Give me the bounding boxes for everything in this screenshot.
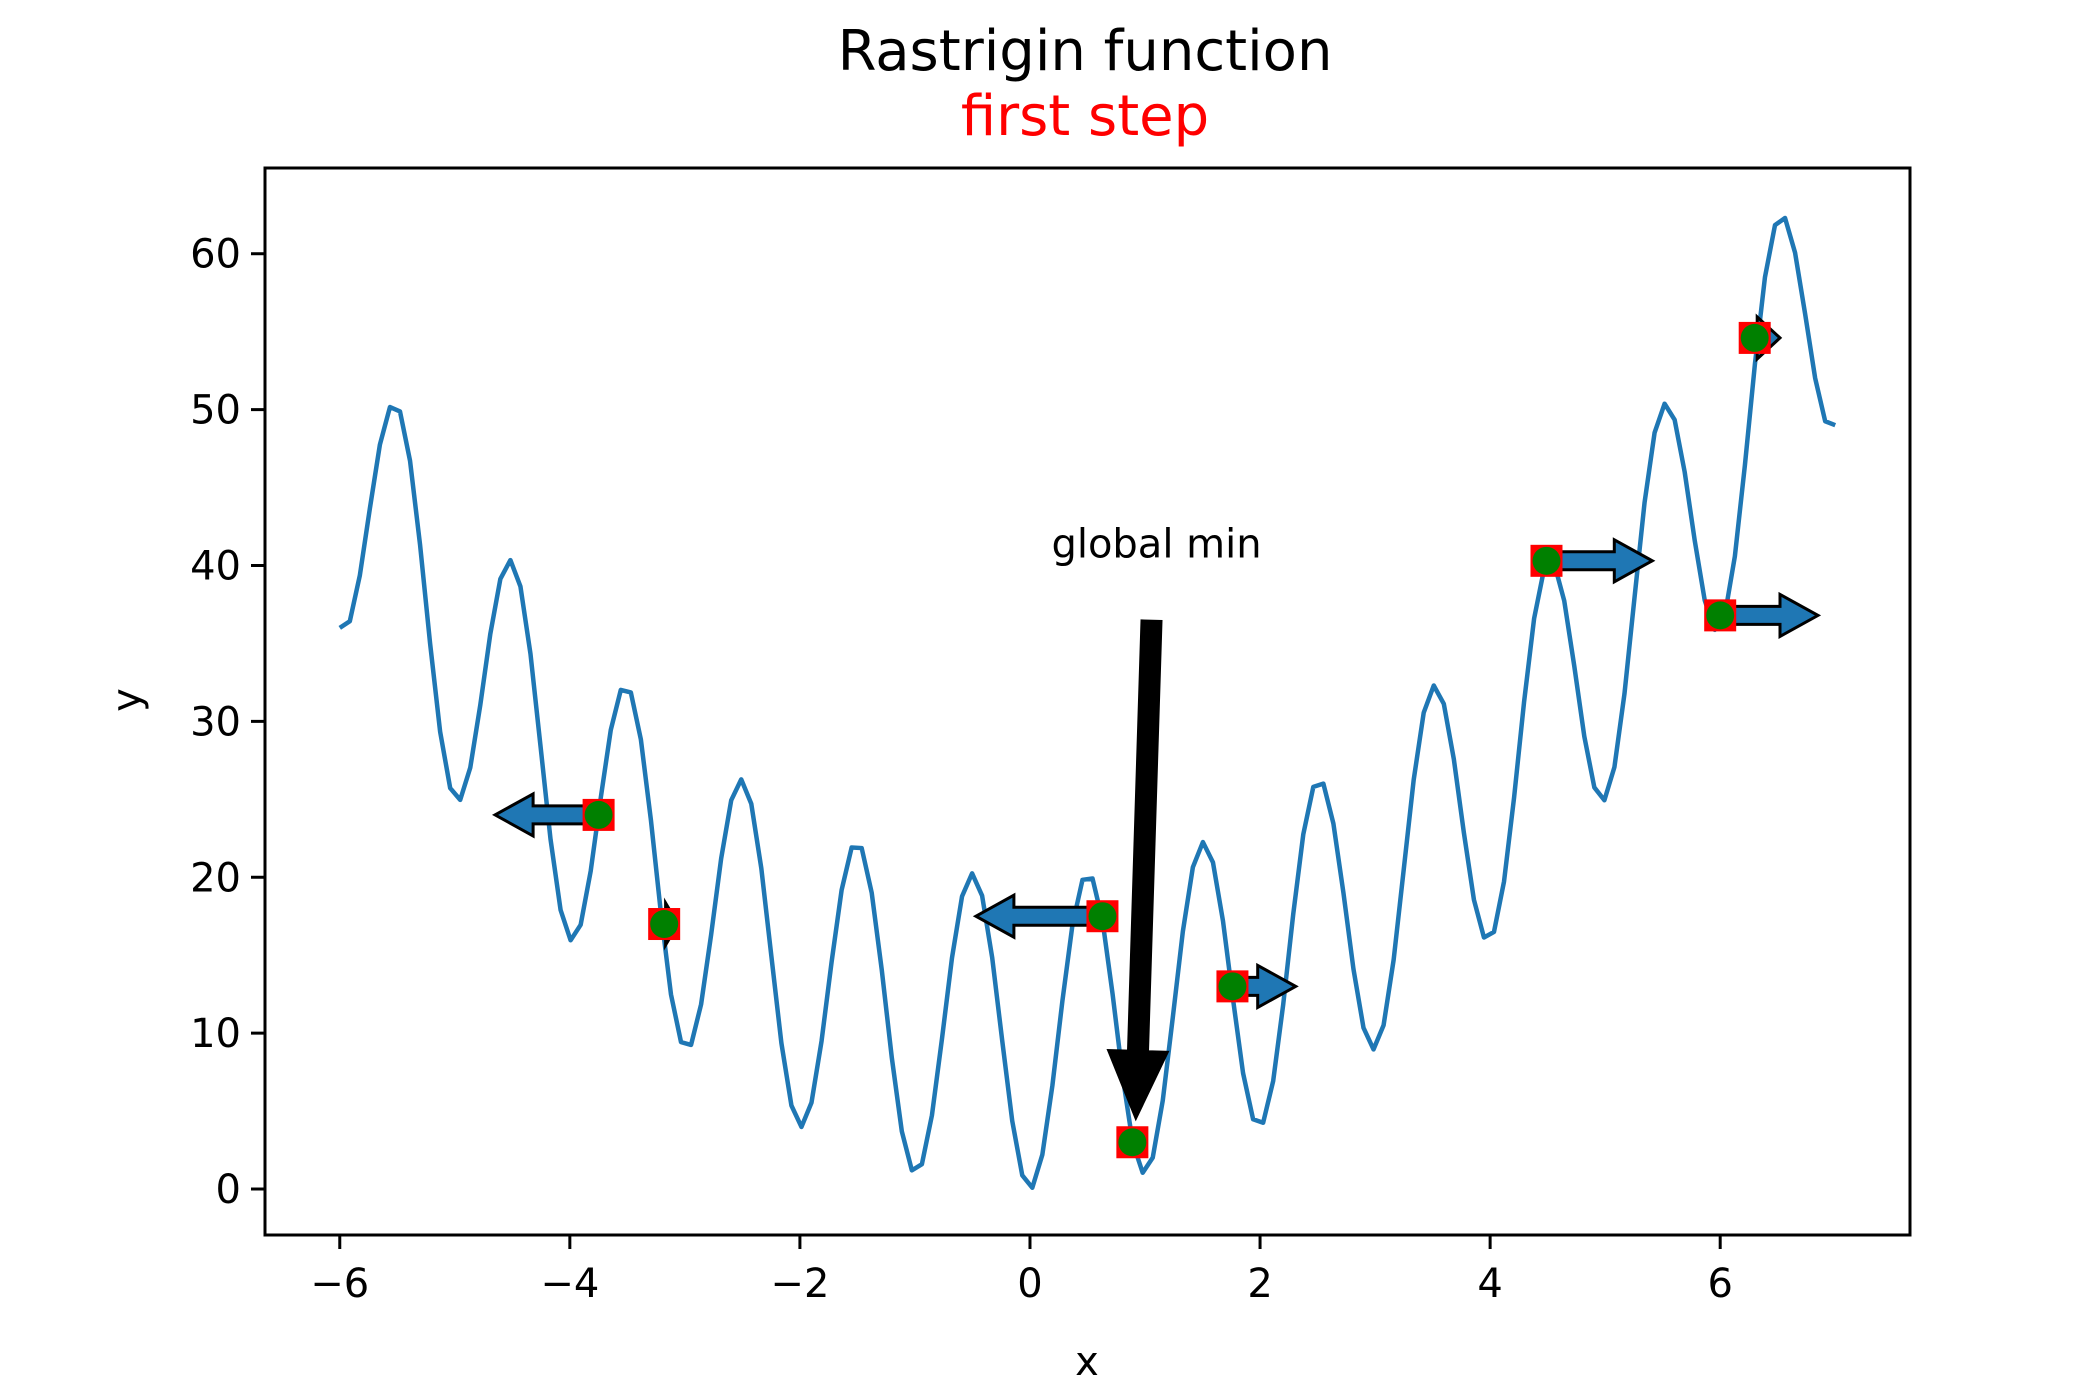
- step-arrow-2: [972, 892, 1104, 940]
- point-dot-6: [1706, 601, 1735, 630]
- point-dot-1: [650, 910, 679, 939]
- plot-frame: [263, 166, 1912, 1237]
- chart-subtitle: first step: [961, 84, 1209, 149]
- x-tick-label: 4: [1477, 1261, 1502, 1307]
- x-tick-label: 6: [1707, 1261, 1732, 1307]
- y-tick-label: 60: [190, 232, 241, 278]
- point-dot-4: [1218, 972, 1247, 1001]
- x-ticks: −6 −4 −2 0 2 4 6: [310, 1235, 1733, 1307]
- annotation-layer: global min: [1051, 522, 1262, 1122]
- rastrigin-line: [338, 215, 1837, 1191]
- x-axis-label: x: [1075, 1339, 1099, 1385]
- y-tick-label: 40: [190, 543, 241, 589]
- x-tick-label: −4: [540, 1261, 599, 1307]
- y-tick-label: 0: [216, 1167, 241, 1213]
- x-tick-label: −2: [770, 1261, 829, 1307]
- point-dot-5: [1532, 546, 1561, 575]
- y-tick-label: 10: [190, 1011, 241, 1057]
- y-tick-label: 50: [190, 388, 241, 434]
- x-tick-label: 2: [1247, 1261, 1272, 1307]
- points-layer: [582, 321, 1771, 1159]
- x-tick-label: −6: [310, 1261, 369, 1307]
- annotation-text: global min: [1051, 522, 1261, 568]
- x-tick-label: 0: [1017, 1261, 1042, 1307]
- chart-title: Rastrigin function: [838, 19, 1333, 84]
- y-axis-label: y: [104, 688, 150, 712]
- y-tick-label: 30: [190, 699, 241, 745]
- point-dot-3: [1118, 1128, 1147, 1157]
- point-dot-2: [1088, 902, 1117, 931]
- curve-layer: [338, 215, 1837, 1191]
- point-dot-7: [1740, 323, 1769, 352]
- point-dot-0: [584, 800, 613, 829]
- annotation-arrow: [1106, 619, 1170, 1122]
- y-tick-label: 20: [190, 855, 241, 901]
- y-ticks: 0 10 20 30 40 50 60: [190, 232, 265, 1213]
